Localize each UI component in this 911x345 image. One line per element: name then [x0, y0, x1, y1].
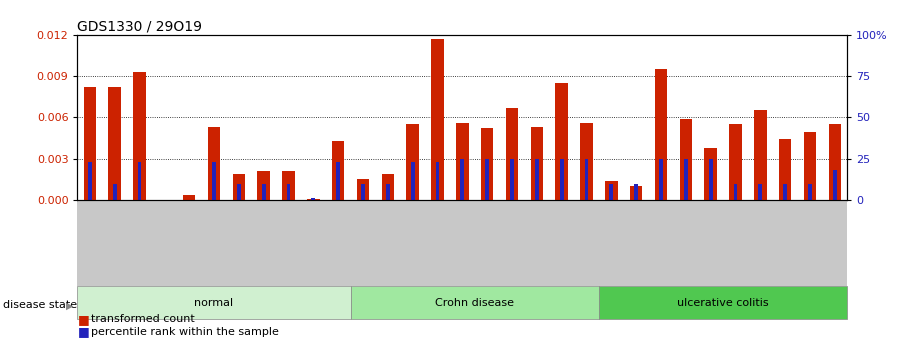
Bar	[779, 139, 792, 200]
Bar	[237, 184, 241, 200]
Bar	[357, 179, 369, 200]
Text: disease state: disease state	[3, 300, 77, 310]
Text: normal: normal	[194, 298, 233, 308]
Text: percentile rank within the sample: percentile rank within the sample	[91, 327, 279, 337]
Bar	[88, 162, 92, 200]
Bar	[559, 159, 564, 200]
Bar	[435, 162, 439, 200]
Bar	[709, 159, 712, 200]
Bar	[599, 286, 847, 319]
Bar	[733, 184, 737, 200]
Bar	[133, 72, 146, 200]
Bar	[431, 39, 444, 200]
Bar	[361, 184, 365, 200]
Bar	[609, 184, 613, 200]
Bar	[208, 127, 220, 200]
Bar	[456, 123, 468, 200]
Bar	[829, 124, 841, 200]
Bar	[833, 170, 836, 200]
Bar	[481, 128, 494, 200]
Bar	[406, 124, 419, 200]
Bar	[411, 162, 415, 200]
Text: ▶: ▶	[66, 300, 73, 310]
Bar	[232, 174, 245, 200]
Bar	[113, 184, 117, 200]
Bar	[585, 159, 589, 200]
Bar	[804, 132, 816, 200]
Bar	[336, 162, 340, 200]
Text: Crohn disease: Crohn disease	[435, 298, 514, 308]
Bar	[351, 286, 599, 319]
Text: transformed count: transformed count	[91, 314, 195, 324]
Bar	[754, 110, 766, 200]
Bar	[108, 87, 121, 200]
Bar	[460, 159, 465, 200]
Bar	[680, 119, 692, 200]
Bar	[84, 87, 96, 200]
Bar	[655, 69, 667, 200]
Bar	[258, 171, 270, 200]
Bar	[660, 159, 663, 200]
Bar	[510, 159, 514, 200]
Bar	[386, 184, 390, 200]
Bar	[138, 162, 141, 200]
Bar	[704, 148, 717, 200]
Bar	[261, 184, 265, 200]
Bar	[580, 123, 593, 200]
Bar	[759, 184, 763, 200]
Bar	[556, 83, 568, 200]
Bar	[486, 159, 489, 200]
Bar	[382, 174, 394, 200]
Bar	[212, 162, 216, 200]
Bar	[634, 184, 638, 200]
Bar	[684, 159, 688, 200]
Bar	[506, 108, 518, 200]
Bar	[730, 124, 742, 200]
Bar	[307, 199, 320, 200]
Text: ■: ■	[77, 313, 89, 326]
Bar	[282, 171, 295, 200]
Bar	[77, 286, 351, 319]
Bar	[312, 198, 315, 200]
Text: GDS1330 / 29O19: GDS1330 / 29O19	[77, 19, 202, 33]
Bar	[183, 195, 195, 200]
Text: ■: ■	[77, 325, 89, 338]
Bar	[808, 184, 812, 200]
Bar	[332, 141, 344, 200]
Bar	[530, 127, 543, 200]
Bar	[605, 181, 618, 200]
Bar	[535, 159, 538, 200]
Bar	[630, 186, 642, 200]
Bar	[287, 184, 291, 200]
Text: ulcerative colitis: ulcerative colitis	[677, 298, 769, 308]
Bar	[783, 184, 787, 200]
